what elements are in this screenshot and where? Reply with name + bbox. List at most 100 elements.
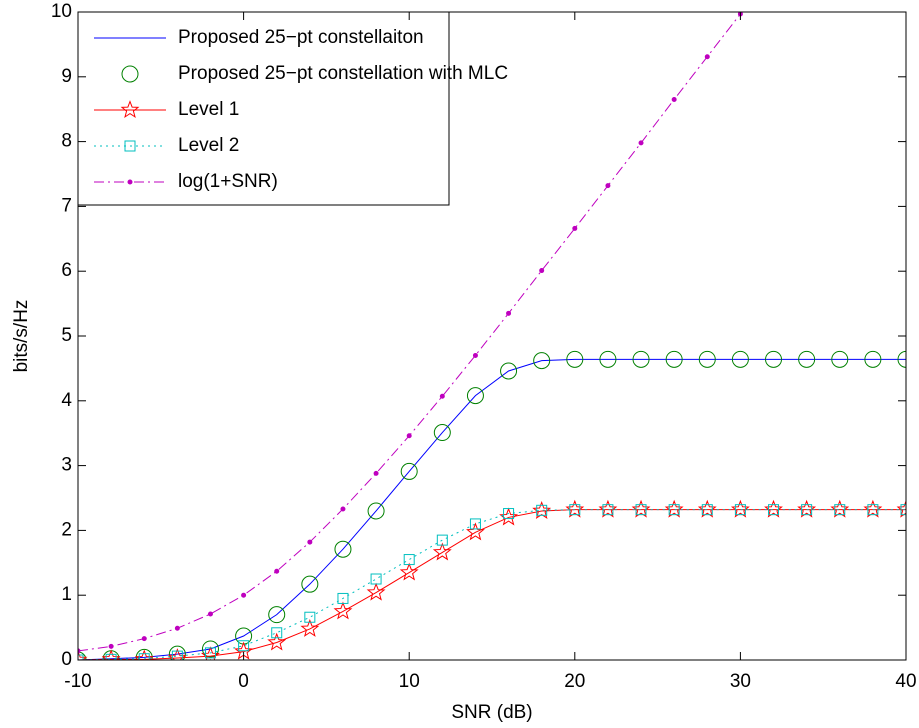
- marker-circle: [864, 350, 882, 368]
- marker-star: [863, 499, 883, 518]
- marker-square: [900, 504, 906, 516]
- marker-square: [635, 504, 647, 516]
- x-tick-label: 10: [399, 671, 420, 692]
- plot-area: [78, 12, 906, 660]
- marker-star: [167, 648, 187, 660]
- marker-circle: [121, 65, 139, 83]
- marker-star: [399, 562, 419, 581]
- marker-star: [432, 542, 452, 561]
- marker-star: [466, 522, 485, 541]
- marker-dot: [439, 393, 445, 399]
- marker-square: [602, 504, 614, 516]
- marker-circle: [500, 362, 518, 380]
- marker-circle: [665, 350, 683, 368]
- marker-star: [120, 100, 140, 119]
- marker-square: [569, 504, 581, 516]
- y-tick-label: 3: [61, 455, 72, 476]
- marker-circle: [798, 350, 816, 368]
- marker-dot: [406, 433, 412, 439]
- marker-square: [337, 592, 349, 604]
- marker-square: [171, 650, 183, 660]
- marker-dot: [141, 636, 147, 642]
- x-tick-label: 30: [730, 671, 751, 692]
- marker-star: [830, 499, 850, 518]
- marker-star: [631, 499, 651, 518]
- x-tick-label: 0: [238, 671, 249, 692]
- marker-square: [204, 647, 216, 659]
- marker-dot: [207, 611, 213, 617]
- marker-circle: [466, 387, 484, 405]
- y-tick-label: 4: [61, 390, 72, 411]
- marker-circle: [533, 352, 551, 370]
- marker-square: [668, 504, 680, 516]
- marker-dot: [307, 539, 313, 545]
- y-tick-label: 8: [61, 131, 72, 152]
- marker-square: [701, 504, 713, 516]
- marker-circle: [599, 350, 617, 368]
- legend-label: Level 1: [178, 99, 239, 120]
- marker-square: [238, 640, 250, 652]
- marker-square: [304, 611, 316, 623]
- marker-dot: [572, 225, 578, 231]
- marker-square: [801, 504, 813, 516]
- marker-star: [730, 499, 750, 518]
- y-tick-label: 0: [61, 649, 72, 670]
- marker-star: [664, 499, 684, 518]
- marker-circle: [201, 640, 219, 658]
- marker-star: [333, 601, 353, 620]
- marker-circle: [897, 350, 906, 368]
- marker-square: [768, 504, 780, 516]
- marker-dot: [340, 506, 346, 512]
- marker-circle: [632, 350, 650, 368]
- marker-circle: [765, 350, 783, 368]
- marker-square: [867, 504, 879, 516]
- y-tick-label: 1: [61, 584, 72, 605]
- marker-dot: [373, 470, 379, 476]
- marker-square: [403, 554, 415, 566]
- marker-star: [598, 499, 618, 518]
- marker-square: [124, 140, 136, 152]
- marker-dot: [108, 643, 114, 649]
- marker-dot: [638, 140, 644, 146]
- marker-dot: [472, 352, 478, 358]
- y-tick-label: 7: [61, 195, 72, 216]
- y-tick-label: 2: [61, 519, 72, 540]
- marker-square: [105, 653, 117, 660]
- marker-star: [896, 499, 906, 518]
- marker-dot: [174, 625, 180, 631]
- marker-star: [797, 499, 817, 518]
- marker-dot: [241, 592, 247, 598]
- marker-circle: [731, 350, 749, 368]
- marker-dot: [506, 310, 512, 316]
- marker-circle: [698, 350, 716, 368]
- marker-square: [734, 504, 746, 516]
- marker-dot: [605, 183, 611, 189]
- legend-box: [77, 11, 450, 206]
- x-tick-label: 40: [895, 671, 916, 692]
- y-axis-label: bits/s/Hz: [11, 300, 32, 373]
- marker-square: [271, 627, 283, 639]
- marker-dot: [539, 268, 545, 274]
- marker-square: [503, 508, 515, 520]
- marker-circle: [566, 350, 584, 368]
- marker-dot: [127, 179, 133, 185]
- y-tick-label: 5: [61, 325, 72, 346]
- marker-star: [101, 649, 121, 660]
- x-tick-label: -10: [64, 671, 91, 692]
- marker-star: [565, 499, 585, 518]
- marker-square: [834, 504, 846, 516]
- marker-star: [134, 649, 154, 660]
- x-axis-label: SNR (dB): [451, 702, 532, 723]
- marker-circle: [400, 462, 418, 480]
- marker-star: [366, 582, 386, 601]
- marker-circle: [301, 575, 319, 593]
- marker-dot: [704, 54, 710, 60]
- marker-star: [267, 632, 287, 651]
- marker-square: [436, 534, 448, 546]
- legend-label: log(1+SNR): [178, 171, 278, 192]
- marker-square: [138, 653, 150, 660]
- marker-dot: [671, 96, 677, 102]
- legend-label: Proposed 25−pt constellaiton: [178, 27, 424, 48]
- marker-star: [78, 650, 88, 660]
